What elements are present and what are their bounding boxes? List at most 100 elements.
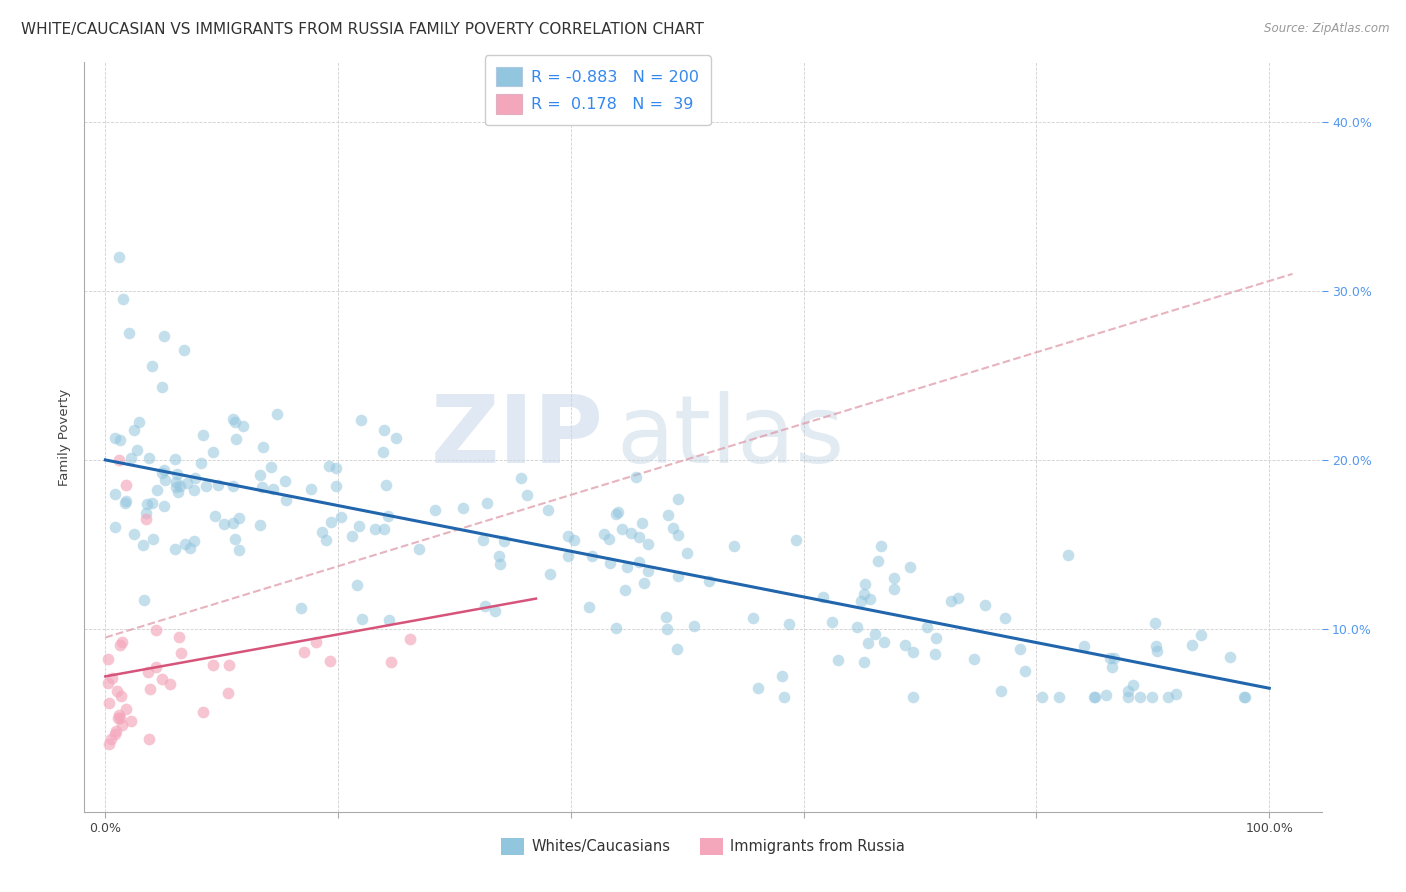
Point: [373, 522, 395, 536]
Point: [318, 459, 340, 474]
Point: [1129, 690, 1152, 704]
Point: [122, 423, 145, 437]
Point: [963, 652, 986, 666]
Point: [994, 611, 1017, 625]
Point: [260, 460, 283, 475]
Point: [385, 431, 408, 445]
Point: [202, 445, 225, 459]
Point: [183, 483, 205, 497]
Point: [613, 583, 636, 598]
Point: [668, 568, 690, 582]
Point: [108, 708, 131, 723]
Point: [845, 620, 868, 634]
Point: [108, 250, 131, 264]
Point: [115, 702, 138, 716]
Point: [605, 507, 627, 521]
Point: [1098, 651, 1121, 665]
Point: [150, 467, 173, 481]
Point: [134, 593, 156, 607]
Point: [141, 496, 163, 510]
Point: [373, 424, 395, 438]
Point: [141, 359, 163, 373]
Point: [605, 621, 627, 635]
Point: [562, 533, 585, 547]
Point: [666, 528, 689, 542]
Point: [319, 515, 342, 529]
Point: [657, 508, 679, 522]
Point: [352, 612, 374, 626]
Point: [858, 636, 880, 650]
Point: [163, 542, 186, 557]
Point: [304, 634, 326, 648]
Point: [146, 483, 169, 498]
Point: [894, 638, 917, 652]
Point: [292, 644, 315, 658]
Point: [620, 525, 643, 540]
Point: [821, 615, 844, 630]
Point: [1057, 548, 1080, 562]
Point: [104, 520, 127, 534]
Point: [207, 478, 229, 492]
Point: [165, 475, 187, 489]
Point: [342, 529, 364, 543]
Point: [222, 412, 245, 426]
Point: [666, 492, 689, 507]
Point: [217, 686, 239, 700]
Point: [115, 478, 138, 492]
Point: [661, 521, 683, 535]
Point: [1233, 690, 1256, 704]
Point: [990, 683, 1012, 698]
Point: [190, 456, 212, 470]
Point: [120, 451, 142, 466]
Point: [191, 706, 214, 720]
Text: ZIP: ZIP: [432, 391, 605, 483]
Point: [139, 682, 162, 697]
Point: [108, 453, 131, 467]
Point: [538, 567, 561, 582]
Point: [616, 559, 638, 574]
Point: [631, 516, 654, 531]
Point: [723, 539, 745, 553]
Point: [637, 536, 659, 550]
Point: [606, 505, 628, 519]
Point: [228, 511, 250, 525]
Point: [742, 610, 765, 624]
Point: [170, 646, 193, 660]
Point: [1122, 678, 1144, 692]
Point: [1189, 627, 1212, 641]
Point: [581, 549, 603, 564]
Point: [1014, 665, 1036, 679]
Point: [110, 689, 132, 703]
Point: [159, 677, 181, 691]
Point: [870, 539, 893, 553]
Point: [325, 461, 347, 475]
Point: [346, 578, 368, 592]
Point: [901, 645, 924, 659]
Point: [1157, 690, 1180, 704]
Point: [311, 524, 333, 539]
Point: [873, 634, 896, 648]
Point: [222, 516, 245, 531]
Point: [939, 594, 962, 608]
Point: [145, 660, 167, 674]
Point: [135, 512, 157, 526]
Point: [1031, 690, 1053, 704]
Point: [224, 415, 246, 429]
Point: [103, 431, 125, 445]
Point: [488, 557, 510, 571]
Point: [104, 723, 127, 738]
Point: [225, 432, 247, 446]
Point: [868, 554, 890, 568]
Point: [165, 480, 187, 494]
Point: [111, 292, 134, 306]
Point: [174, 537, 197, 551]
Point: [624, 470, 647, 484]
Point: [194, 478, 217, 492]
Point: [516, 488, 538, 502]
Point: [315, 533, 337, 548]
Point: [290, 600, 312, 615]
Point: [204, 509, 226, 524]
Point: [474, 599, 496, 614]
Point: [138, 450, 160, 465]
Point: [97, 676, 120, 690]
